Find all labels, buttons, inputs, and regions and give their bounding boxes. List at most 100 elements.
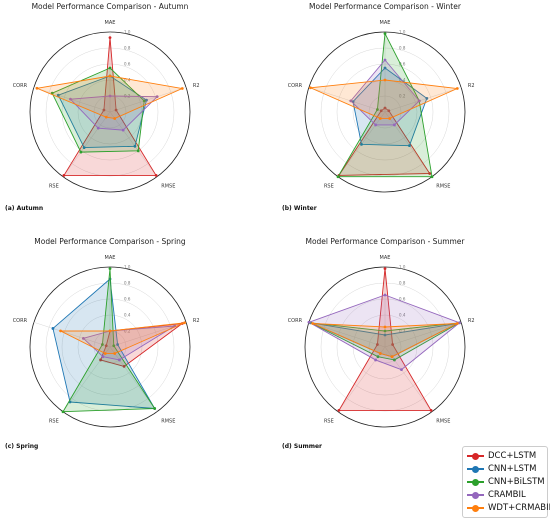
point-cnn-bilstm-mae	[383, 329, 387, 333]
axis-label-corr: CORR	[13, 83, 28, 89]
point-crambil-corr	[81, 336, 85, 340]
caption-summer: (d) Summer	[282, 443, 322, 450]
series-area-cnn-lstm	[52, 278, 156, 409]
axis-label-r2: R2	[468, 83, 475, 89]
r-tick-label: 1.0	[399, 265, 406, 270]
spoke-rmse	[109, 346, 158, 412]
point-crambil-rmse	[400, 368, 403, 372]
series-cnn-bilstm	[61, 267, 157, 414]
series-wdt-crmabil	[309, 78, 459, 120]
point-crambil-r2	[458, 321, 461, 325]
point-cnn-bilstm-rmse	[393, 358, 396, 362]
r-tick-label: 0.2	[399, 94, 406, 99]
series-area-dcc-lstm	[338, 268, 432, 411]
radar-panel-summer: Model Performance Comparison - Summer 0.2…	[275, 235, 550, 465]
point-cnn-bilstm-mae	[108, 66, 112, 70]
point-dcc-lstm-r2	[387, 109, 391, 113]
point-wdt-crmabil-r2	[455, 322, 459, 325]
spoke-rmse	[384, 111, 433, 177]
spoke-rse	[62, 111, 111, 177]
legend-label-dcc-lstm: DCC+LSTM	[488, 451, 537, 461]
point-wdt-crmabil-rmse	[113, 117, 117, 120]
point-dcc-lstm-rse	[99, 358, 102, 362]
series-area-cnn-bilstm	[62, 268, 156, 413]
r-tick-label: 0.6	[399, 62, 406, 67]
point-wdt-crmabil-rse	[104, 115, 108, 119]
r-tick-label: 0.8	[399, 46, 406, 51]
point-wdt-crmabil-corr	[59, 329, 62, 333]
r-tick-label: 0.4	[124, 78, 131, 83]
point-cnn-bilstm-r2	[142, 99, 146, 103]
point-cnn-lstm-r2	[145, 98, 148, 102]
axis-label-corr: CORR	[288, 83, 303, 89]
axis-label-corr: CORR	[288, 318, 303, 324]
caption-autumn: (a) Autumn	[5, 205, 44, 212]
radar-panel-winter: Model Performance Comparison - Winter 0.2…	[275, 0, 550, 230]
series-cnn-bilstm	[50, 66, 146, 154]
point-cnn-lstm-corr	[51, 327, 55, 330]
series-crambil	[69, 94, 159, 132]
point-cnn-bilstm-rmse	[430, 175, 434, 179]
legend-label-cnn-bilstm: CNN+BiLSTM	[488, 477, 545, 487]
legend-swatch-cnn-lstm	[467, 465, 484, 473]
series-wdt-crmabil	[35, 74, 184, 120]
series-area-crambil	[308, 294, 461, 371]
panel-title-spring: Model Performance Comparison - Spring	[34, 237, 186, 246]
spoke-corr	[33, 87, 111, 113]
r-tick-label: 1.0	[124, 265, 131, 270]
point-wdt-crmabil-r2	[183, 321, 186, 325]
axis-label-mae: MAE	[380, 255, 391, 261]
point-crambil-rmse	[393, 123, 396, 127]
r-tick-label: 0.6	[399, 297, 406, 302]
point-crambil-r2	[417, 99, 421, 103]
point-cnn-lstm-rse	[360, 142, 363, 146]
radar-chart-summer: Model Performance Comparison - Summer 0.2…	[288, 237, 475, 428]
axis-label-rse: RSE	[49, 184, 59, 190]
point-cnn-bilstm-rse	[376, 355, 380, 359]
point-dcc-lstm-rse	[337, 409, 341, 412]
series-dcc-lstm	[337, 267, 433, 412]
radar-chart-winter: Model Performance Comparison - Winter 0.2…	[288, 2, 475, 193]
radar-grid	[29, 31, 191, 193]
series-area-crambil	[350, 59, 420, 126]
point-wdt-crmabil-r2	[455, 87, 459, 90]
point-cnn-bilstm-rse	[336, 175, 340, 179]
r-tick-label: 1.0	[124, 30, 131, 35]
point-dcc-lstm-r2	[114, 108, 118, 112]
series-area-wdt-crmabil	[312, 323, 458, 358]
radar-panel-autumn: Model Performance Comparison - Autumn 0.2…	[0, 0, 275, 230]
point-wdt-crmabil-rmse	[113, 352, 117, 355]
r-tick-label: 0.8	[124, 46, 131, 51]
point-cnn-lstm-mae	[383, 66, 387, 70]
legend-swatch-dcc-lstm	[467, 452, 484, 460]
r-tick-label: 0.6	[124, 62, 131, 67]
series-wdt-crmabil	[59, 321, 186, 355]
point-cnn-bilstm-rse	[61, 410, 65, 414]
point-dcc-lstm-rmse	[429, 409, 433, 412]
point-wdt-crmabil-mae	[108, 329, 112, 333]
panel-title-winter: Model Performance Comparison - Winter	[309, 2, 462, 11]
panel-title-summer: Model Performance Comparison - Summer	[305, 237, 465, 246]
point-cnn-lstm-r2	[425, 97, 429, 100]
point-dcc-lstm-rmse	[154, 174, 158, 177]
axis-label-rse: RSE	[324, 184, 334, 190]
axis-label-r2: R2	[468, 318, 475, 324]
point-cnn-bilstm-corr	[375, 108, 379, 111]
series-area-wdt-crmabil	[309, 79, 458, 119]
point-wdt-crmabil-rmse	[388, 117, 392, 120]
point-dcc-lstm-mae	[108, 36, 112, 39]
point-crambil-mae	[383, 58, 387, 62]
point-crambil-rmse	[121, 128, 125, 132]
point-dcc-lstm-corr	[102, 108, 106, 112]
point-crambil-rse	[374, 123, 377, 127]
point-cnn-lstm-corr	[56, 93, 60, 97]
point-wdt-crmabil-corr	[35, 86, 39, 90]
axis-label-mae: MAE	[105, 20, 116, 26]
series-area-wdt-crmabil	[36, 75, 183, 119]
series-crambil	[349, 58, 421, 127]
axis-label-rmse: RMSE	[436, 184, 450, 190]
point-crambil-corr	[349, 99, 353, 103]
point-wdt-crmabil-corr	[309, 86, 312, 90]
point-cnn-bilstm-rse	[79, 150, 83, 154]
series-wdt-crmabil	[311, 322, 459, 359]
